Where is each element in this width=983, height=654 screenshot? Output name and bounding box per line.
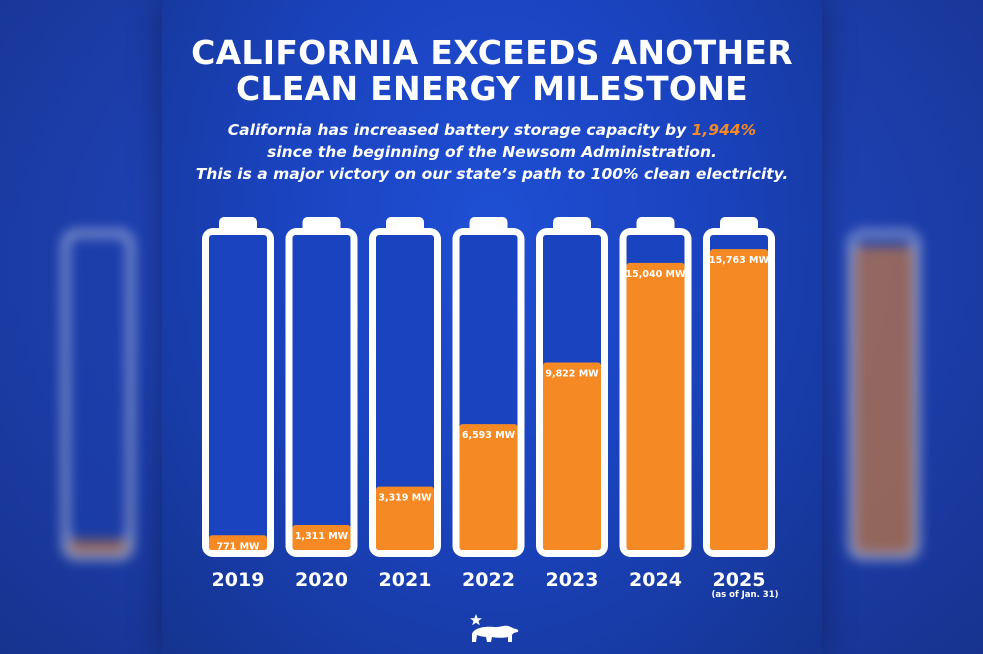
subtitle-line-3: This is a major victory on our state’s p…	[195, 165, 789, 183]
battery-value-label: 15,040 MW	[626, 269, 686, 280]
battery-value-label: 3,319 MW	[378, 493, 432, 504]
year-label: 2022	[462, 569, 515, 591]
subtitle-highlight-percent: 1,944%	[691, 121, 757, 139]
battery-fill-bar	[459, 424, 518, 550]
battery-fill-bar	[209, 535, 267, 550]
battery-empty	[376, 235, 434, 550]
blurred-side-battery-empty	[855, 237, 913, 247]
blurred-side-battery-empty	[69, 237, 127, 541]
battery-value-label: 9,822 MW	[545, 368, 599, 379]
battery-chart: 771 MW 2019 1,311 MW 2020 3,319 MW 2021 6,593 …	[202, 217, 775, 591]
battery-fill-bar	[710, 249, 768, 550]
subtitle-text: California has increased battery storage…	[227, 121, 692, 139]
title-line-2: CLEAN ENERGY MILESTONE	[235, 69, 749, 108]
battery-empty	[292, 235, 351, 550]
year-label: 2025	[713, 569, 766, 591]
year-label: 2024	[629, 569, 682, 591]
blurred-side-battery-fill	[69, 540, 127, 553]
battery-fill-bar	[543, 362, 601, 550]
blurred-side-battery-fill	[855, 246, 913, 553]
subtitle-line-2: since the beginning of the Newsom Admini…	[267, 143, 717, 161]
battery-fill-bar	[292, 524, 351, 550]
battery-fill-bar	[376, 486, 434, 550]
title-line-1: CALIFORNIA EXCEEDS ANOTHER	[191, 33, 793, 72]
year-label: 2021	[379, 569, 432, 591]
battery-value-label: 1,311 MW	[295, 531, 349, 542]
infographic-panel: CALIFORNIA EXCEEDS ANOTHER CLEAN ENERGY …	[162, 0, 822, 654]
battery-fill-bar	[626, 262, 685, 550]
blurred-side-battery	[848, 230, 920, 560]
blurred-side-battery	[62, 230, 134, 560]
battery-value-label: 15,763 MW	[709, 255, 769, 266]
year-label: 2023	[546, 569, 599, 591]
california-bear-star-icon	[470, 614, 519, 642]
footnote: (as of Jan. 31)	[711, 590, 779, 600]
year-label: 2020	[295, 569, 348, 591]
battery-value-label: 6,593 MW	[462, 430, 516, 441]
year-label: 2019	[212, 569, 265, 591]
subtitle-line-1: California has increased battery storage…	[162, 120, 822, 141]
battery-empty	[209, 235, 267, 550]
battery-value-label: 771 MW	[216, 541, 260, 552]
